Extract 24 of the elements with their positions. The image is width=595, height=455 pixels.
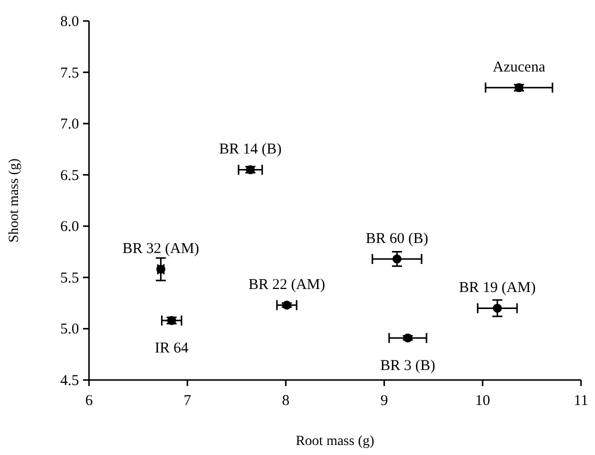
x-tick-label: 11	[574, 393, 588, 409]
y-tick-label: 5.5	[60, 270, 79, 286]
x-tick-label: 7	[184, 393, 192, 409]
x-tick-label: 8	[282, 393, 290, 409]
x-tick-label: 10	[475, 393, 490, 409]
annotation: BR 32 (AM)	[122, 241, 200, 258]
y-tick-label: 4.5	[60, 373, 79, 389]
y-tick-label: 7.5	[60, 65, 79, 82]
annotation: BR 3 (B)	[380, 358, 436, 374]
annotation: Azucena	[492, 60, 546, 76]
annotation: IR 64	[154, 340, 190, 357]
y-tick-label: 6.0	[60, 219, 79, 236]
y-axis-title: Shoot mass (g)	[7, 158, 22, 242]
y-tick-label: 6.5	[60, 168, 79, 184]
annotation: BR 14 (B)	[219, 142, 282, 158]
y-tick-label: 5.0	[60, 322, 79, 338]
x-tick-label: 6	[85, 393, 94, 409]
x-axis-title: Root mass (g)	[296, 434, 375, 449]
y-tick-label: 7.0	[60, 116, 79, 133]
annotation: BR 60 (B)	[366, 230, 428, 247]
annotation: BR 22 (AM)	[248, 277, 326, 294]
y-tick-label: 8.0	[60, 14, 79, 30]
x-tick-label: 9	[380, 393, 388, 409]
annotation: BR 19 (AM)	[459, 280, 536, 296]
